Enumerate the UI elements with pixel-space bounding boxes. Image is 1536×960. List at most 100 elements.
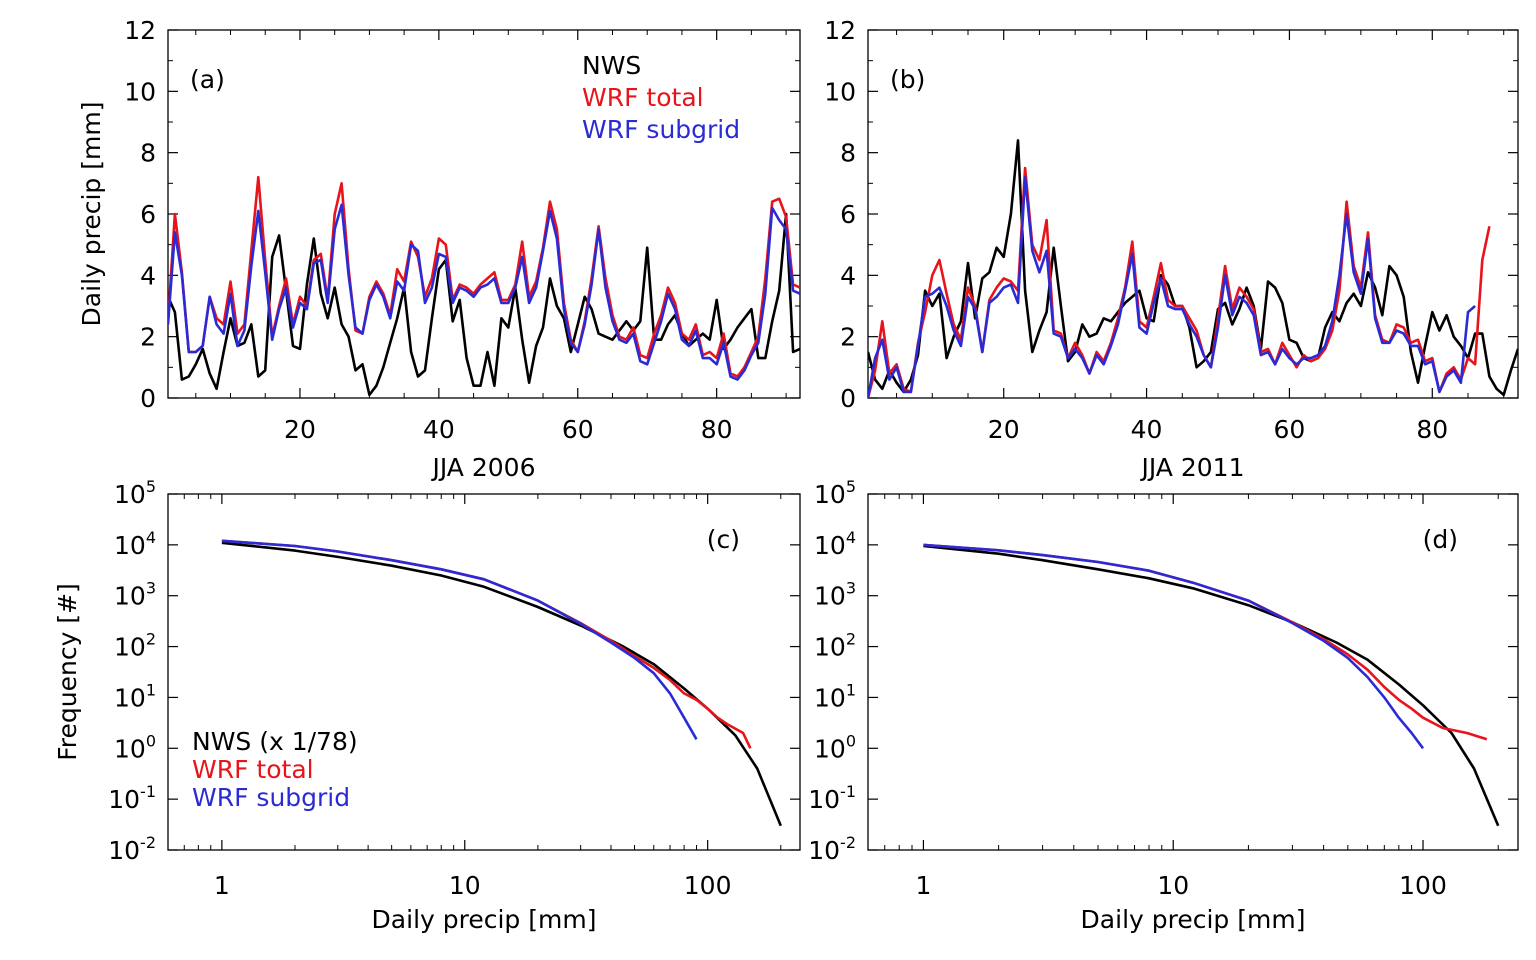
y-tick-label: 103 — [114, 579, 156, 611]
y-tick-label: 10 — [824, 77, 856, 106]
y-tick-exponent: 5 — [146, 477, 156, 496]
y-tick-label: 105 — [114, 477, 156, 509]
series-line-nws — [168, 212, 800, 397]
y-tick-label: 102 — [114, 630, 156, 662]
panel-label: (d) — [1423, 525, 1458, 554]
x-tick-label: 40 — [1131, 415, 1163, 444]
panel-label: (c) — [707, 525, 740, 554]
legend-entry-2: WRF subgrid — [192, 783, 350, 812]
series-line-nws-x-1-78- — [221, 541, 783, 827]
x-axis-label: Daily precip [mm] — [1081, 905, 1306, 934]
y-tick-exponent: 4 — [846, 528, 856, 547]
y-tick-base: 10 — [114, 683, 146, 712]
legend-entry-1: WRF total — [582, 83, 704, 112]
x-axis-label: Daily precip [mm] — [372, 905, 597, 934]
y-tick-base: 10 — [114, 480, 146, 509]
y-tick-base: 10 — [114, 582, 146, 611]
y-tick-label: 10-2 — [808, 833, 856, 865]
x-tick-label: 20 — [284, 415, 316, 444]
x-tick-label: 60 — [562, 415, 594, 444]
y-tick-label: 10-1 — [108, 782, 156, 814]
y-tick-base: 10 — [814, 531, 846, 560]
plot-frame — [867, 493, 1519, 851]
y-tick-base: 10 — [814, 480, 846, 509]
y-tick-exponent: -2 — [140, 833, 156, 852]
y-tick-label: 104 — [114, 528, 156, 560]
y-tick-label: 101 — [114, 680, 156, 712]
y-tick-label: 6 — [140, 200, 156, 229]
x-tick-label: 20 — [988, 415, 1020, 444]
legend-entry-2: WRF subgrid — [582, 115, 740, 144]
series-line-wrf-total — [168, 175, 800, 378]
x-tick-label: 1 — [915, 871, 931, 900]
y-tick-label: 6 — [840, 200, 856, 229]
y-tick-exponent: -1 — [140, 782, 156, 801]
y-tick-base: 10 — [808, 836, 840, 865]
y-tick-label: 104 — [814, 528, 856, 560]
y-tick-label: 102 — [814, 630, 856, 662]
y-tick-label: 12 — [124, 16, 156, 45]
y-tick-exponent: 1 — [146, 680, 156, 699]
x-tick-label: 1 — [214, 871, 230, 900]
panel-label: (a) — [190, 65, 225, 94]
y-tick-label: 4 — [840, 261, 856, 290]
y-tick-base: 10 — [114, 633, 146, 662]
x-tick-label: 80 — [701, 415, 733, 444]
y-tick-base: 10 — [808, 785, 840, 814]
panel-label: (b) — [890, 65, 925, 94]
y-tick-exponent: 3 — [146, 579, 156, 598]
y-tick-base: 10 — [108, 785, 140, 814]
plot-frame — [167, 493, 801, 851]
series-line-wrf-subgrid — [221, 539, 698, 740]
y-tick-label: 0 — [840, 384, 856, 413]
y-tick-exponent: -2 — [840, 833, 856, 852]
x-tick-label: 40 — [423, 415, 455, 444]
series-line-wrf-total — [868, 166, 1491, 398]
y-tick-label: 8 — [840, 139, 856, 168]
y-tick-base: 10 — [814, 683, 846, 712]
y-tick-exponent: 5 — [846, 477, 856, 496]
y-tick-label: 0 — [140, 384, 156, 413]
series-line-wrf-subgrid — [168, 203, 800, 381]
y-tick-base: 10 — [814, 582, 846, 611]
x-tick-label: 100 — [1399, 871, 1447, 900]
series-line-wrf-total — [221, 539, 752, 749]
y-tick-base: 10 — [108, 836, 140, 865]
y-tick-base: 10 — [114, 734, 146, 763]
y-tick-label: 4 — [140, 261, 156, 290]
y-tick-base: 10 — [814, 633, 846, 662]
y-tick-label: 10 — [124, 77, 156, 106]
x-tick-label: 10 — [1157, 871, 1189, 900]
series-line-wrf-total — [923, 543, 1488, 741]
series-line-wrf-subgrid — [923, 543, 1425, 750]
y-tick-label: 103 — [814, 579, 856, 611]
y-tick-label: 8 — [140, 139, 156, 168]
series-line-nws — [868, 139, 1518, 397]
panel-b: 0 2 4 6 8 10 12 20 40 60 80 JJA 2011 (b) — [824, 16, 1519, 482]
y-tick-exponent: 1 — [846, 680, 856, 699]
y-tick-label: 12 — [824, 16, 856, 45]
y-tick-base: 10 — [814, 734, 846, 763]
series-line-wrf-subgrid — [868, 175, 1476, 398]
x-axis-label: JJA 2011 — [1140, 453, 1245, 482]
y-tick-exponent: 0 — [146, 731, 156, 750]
y-tick-base: 10 — [114, 531, 146, 560]
y-tick-label: 100 — [114, 731, 156, 763]
y-tick-label: 2 — [140, 323, 156, 352]
y-tick-exponent: 2 — [846, 630, 856, 649]
y-tick-label: 2 — [840, 323, 856, 352]
y-tick-exponent: 0 — [846, 731, 856, 750]
y-tick-exponent: -1 — [840, 782, 856, 801]
x-tick-label: 100 — [684, 871, 732, 900]
legend-entry-1: WRF total — [192, 755, 314, 784]
plot-frame — [167, 29, 801, 399]
x-tick-label: 60 — [1274, 415, 1306, 444]
legend-entry-0: NWS (x 1/78) — [192, 727, 358, 756]
y-tick-label: 10-1 — [808, 782, 856, 814]
x-tick-label: 80 — [1416, 415, 1448, 444]
y-tick-exponent: 4 — [146, 528, 156, 547]
y-tick-label: 101 — [814, 680, 856, 712]
y-tick-label: 105 — [814, 477, 856, 509]
